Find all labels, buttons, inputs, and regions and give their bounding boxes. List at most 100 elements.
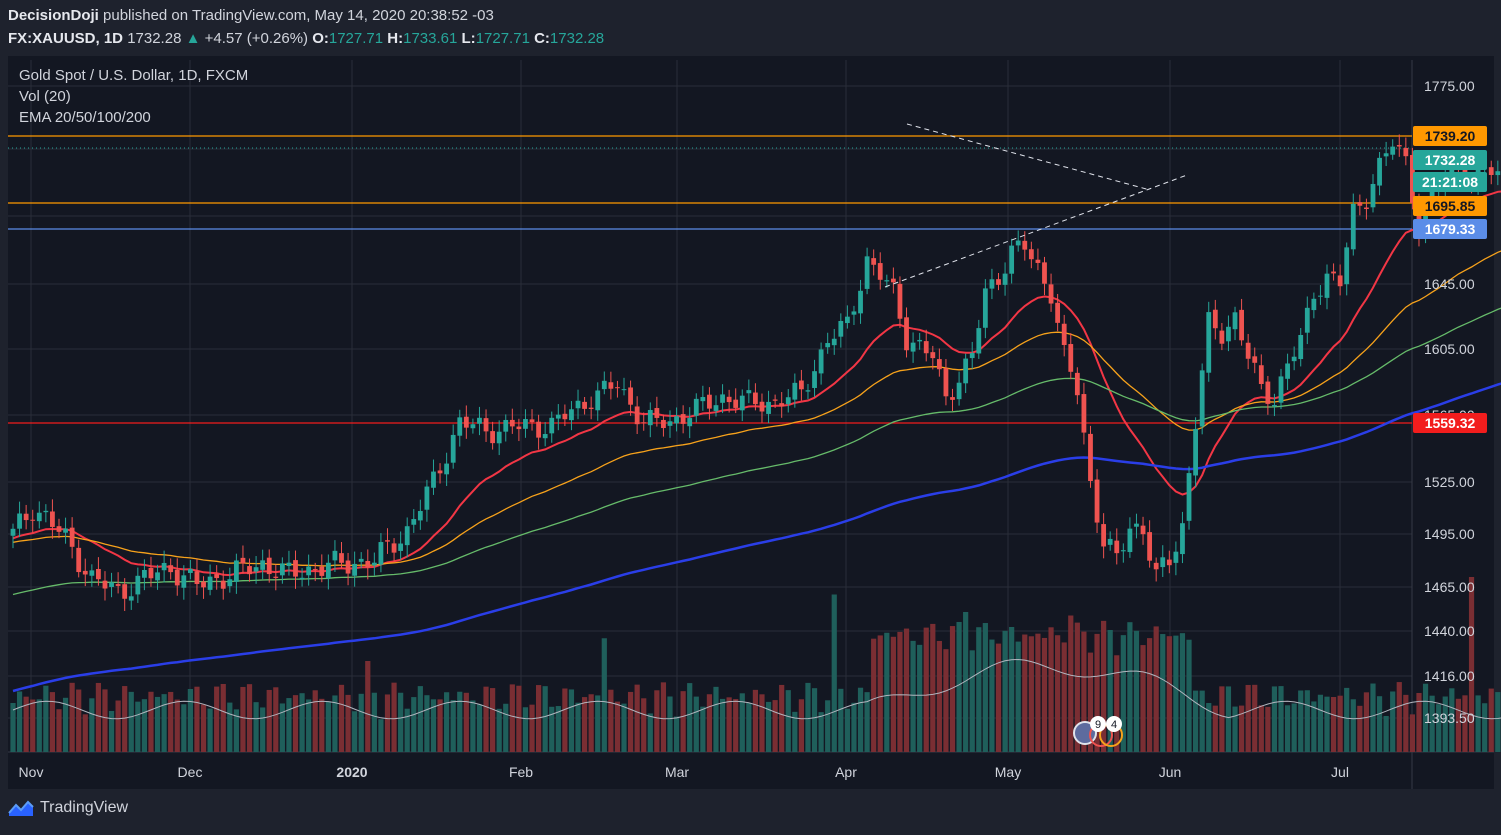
volume-bar <box>1160 634 1166 752</box>
event-count-badge <box>1106 716 1122 732</box>
volume-bar <box>1304 690 1310 752</box>
candle-body <box>917 339 923 342</box>
candle-body <box>582 401 587 409</box>
candle-body <box>82 570 88 575</box>
price-label-bg <box>1413 413 1487 433</box>
candle-body <box>654 408 660 418</box>
candle-body <box>746 390 752 394</box>
volume-bar <box>1376 696 1383 752</box>
volume-bar <box>838 688 844 752</box>
candle-body <box>201 581 206 588</box>
candle-body <box>555 414 561 419</box>
volume-bar <box>976 627 982 752</box>
candle-body <box>378 542 384 565</box>
candle-body <box>365 560 371 568</box>
candle-body <box>148 567 154 579</box>
volume-bar <box>522 707 529 752</box>
candle-body <box>851 311 857 315</box>
ema-100-line <box>12 307 1501 596</box>
volume-bars <box>10 577 1501 752</box>
event-count-text: 9 <box>1095 719 1101 731</box>
volume-bar <box>759 694 765 752</box>
candle-body <box>700 397 706 402</box>
volume-bar <box>719 698 726 752</box>
volume-bar <box>949 626 956 752</box>
volume-bar <box>1258 705 1264 752</box>
candle-body <box>615 387 620 389</box>
candle-body <box>30 519 36 521</box>
volume-ma-line <box>12 658 1501 720</box>
candle-body <box>779 403 785 407</box>
volume-bar <box>227 702 233 752</box>
volume-bar <box>332 695 338 752</box>
volume-bar <box>1206 703 1212 752</box>
event-count-text: 4 <box>1111 719 1117 731</box>
high-label: H: <box>387 30 404 47</box>
volume-bar <box>746 702 752 752</box>
volume-bar <box>1482 703 1488 752</box>
candle-body <box>1009 245 1015 274</box>
volume-bar <box>1055 635 1061 752</box>
candle-body <box>23 513 29 521</box>
candle-body <box>155 572 160 581</box>
candle-body <box>1344 247 1350 285</box>
candle-body <box>1074 372 1080 396</box>
price-label-text: 1695.85 <box>1425 198 1476 214</box>
candle-body <box>1219 330 1225 344</box>
volume-bar <box>1284 705 1291 752</box>
candle-body <box>825 343 831 348</box>
candle-body <box>417 511 423 521</box>
legend-ema[interactable]: EMA 20/50/100/200 <box>19 109 151 126</box>
volume-bar <box>772 700 778 752</box>
volume-bar <box>352 711 358 752</box>
price-label-text: 21:21:08 <box>1422 174 1478 190</box>
price-label-text: 1732.28 <box>1425 152 1476 168</box>
candle-body <box>996 279 1001 285</box>
volume-bar <box>1225 686 1232 752</box>
candle-body <box>404 526 410 546</box>
candle-body <box>549 417 555 434</box>
footer-brand[interactable]: TradingView <box>8 799 128 817</box>
candles <box>10 134 1501 612</box>
volume-bar <box>240 686 246 752</box>
candle-body <box>890 278 896 283</box>
volume-bar <box>30 699 36 752</box>
volume-bar <box>483 686 489 752</box>
publisher-name[interactable]: DecisionDoji <box>8 7 99 24</box>
volume-bar <box>233 709 239 752</box>
up-arrow-icon: ▲ <box>185 30 201 47</box>
volume-bar <box>1101 620 1107 752</box>
volume-bar <box>857 687 864 752</box>
volume-bar <box>923 627 929 752</box>
candle-body <box>1304 307 1310 333</box>
volume-bar <box>102 689 108 752</box>
candle-body <box>1245 342 1251 359</box>
last-price: 1732.28 <box>127 30 182 47</box>
volume-bar <box>384 694 391 752</box>
volume-bar <box>903 628 910 752</box>
volume-bar <box>1468 577 1475 752</box>
candle-body <box>69 527 75 547</box>
candle-body <box>1153 562 1159 570</box>
volume-bar <box>687 683 693 752</box>
legend-volume[interactable]: Vol (20) <box>19 88 71 105</box>
candle-body <box>1410 154 1415 203</box>
candle-body <box>1028 249 1034 260</box>
published-text: published on TradingView.com, May 14, 20… <box>103 7 494 24</box>
candle-body <box>923 341 929 354</box>
candle-body <box>385 540 390 542</box>
legend-title[interactable]: Gold Spot / U.S. Dollar, 1D, FXCM <box>19 67 249 84</box>
volume-bar <box>115 700 121 752</box>
candle-body <box>628 387 633 405</box>
candle-body <box>109 582 114 587</box>
candle-body <box>1048 284 1054 304</box>
volume-bar <box>371 692 377 752</box>
volume-bar <box>555 706 561 752</box>
candle-body <box>332 550 338 561</box>
symbol-label[interactable]: FX:XAUUSD, 1D <box>8 30 124 47</box>
volume-bar <box>1081 631 1087 752</box>
volume-bar <box>542 686 548 752</box>
volume-bar <box>936 640 942 752</box>
candle-body <box>319 566 325 576</box>
